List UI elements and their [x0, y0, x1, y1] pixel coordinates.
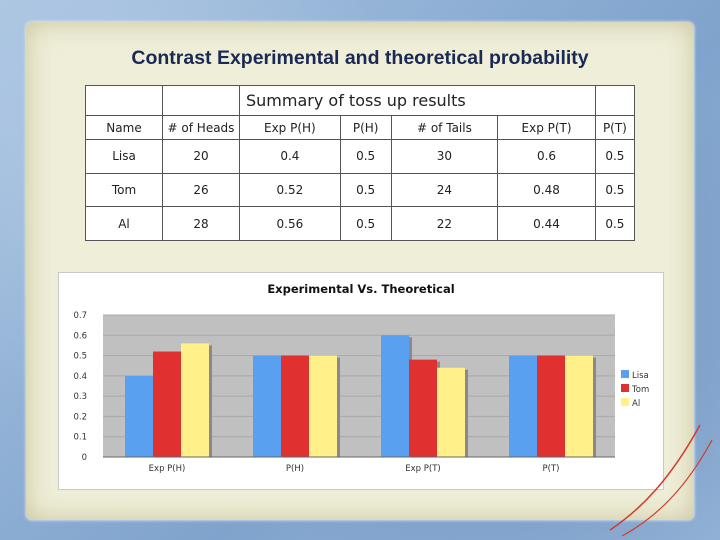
cell-name: Tom — [85, 172, 163, 208]
table-blank-cell — [594, 85, 636, 116]
cell-exp-pt: 0.6 — [497, 139, 596, 174]
header-tails: # of Tails — [390, 115, 499, 140]
x-tick-label: Exp P(T) — [405, 464, 440, 474]
cell-pt: 0.5 — [594, 139, 636, 174]
bar-chart: Experimental Vs. Theoretical 0 0.1 0.2 0.3 0.… — [58, 272, 664, 490]
cell-exp-pt: 0.44 — [497, 206, 596, 241]
slide-title: Contrast Experimental and theoretical pr… — [131, 47, 589, 69]
bar — [181, 343, 209, 457]
bar — [281, 355, 309, 457]
cell-name: Al — [85, 206, 163, 241]
y-tick-label: 0.1 — [73, 433, 87, 443]
bar — [509, 355, 537, 457]
y-tick-label: 0.3 — [73, 392, 87, 402]
x-tick-label: P(H) — [286, 464, 304, 474]
header-exp-ph: Exp P(H) — [239, 115, 341, 140]
legend-swatch — [621, 370, 629, 378]
bar — [381, 335, 409, 457]
bar — [253, 355, 281, 457]
cell-tails: 30 — [390, 139, 499, 174]
header-name: Name — [85, 115, 163, 140]
table-header-row: Name # of Heads Exp P(H) P(H) # of Tails… — [85, 115, 636, 140]
bar — [309, 355, 337, 457]
table-row: Al 28 0.56 0.5 22 0.44 0.5 — [85, 206, 636, 241]
cell-heads: 20 — [162, 139, 240, 174]
cell-pt: 0.5 — [594, 172, 636, 208]
y-tick-label: 0.2 — [73, 412, 87, 422]
legend-label: Lisa — [632, 371, 649, 381]
cell-heads: 26 — [162, 172, 240, 208]
cell-exp-pt: 0.48 — [497, 172, 596, 208]
cell-exp-ph: 0.56 — [239, 206, 341, 241]
cell-ph: 0.5 — [339, 206, 392, 241]
legend-label: Tom — [631, 385, 649, 395]
bar — [409, 359, 437, 457]
y-tick-label: 0.6 — [73, 331, 87, 341]
bar — [437, 367, 465, 457]
table-caption: Summary of toss up results — [239, 85, 596, 116]
header-pt: P(T) — [594, 115, 636, 140]
bar — [153, 351, 181, 457]
header-ph: P(H) — [339, 115, 392, 140]
bar — [125, 375, 153, 457]
x-tick-label: P(T) — [543, 464, 560, 474]
cell-exp-ph: 0.4 — [239, 139, 341, 174]
x-tick-label: Exp P(H) — [149, 464, 186, 474]
legend-label: Al — [632, 399, 640, 409]
table-caption-row: Summary of toss up results — [85, 85, 636, 116]
table-corner-cell — [85, 85, 163, 116]
y-tick-label: 0.7 — [73, 311, 87, 321]
cell-heads: 28 — [162, 206, 240, 241]
legend-swatch — [621, 384, 629, 392]
cell-tails: 24 — [390, 172, 499, 208]
cell-exp-ph: 0.52 — [239, 172, 341, 208]
cell-pt: 0.5 — [594, 206, 636, 241]
chart-title: Experimental Vs. Theoretical — [267, 282, 454, 296]
header-heads: # of Heads — [162, 115, 240, 140]
cell-name: Lisa — [85, 139, 163, 174]
cell-ph: 0.5 — [339, 139, 392, 174]
legend-swatch — [621, 398, 629, 406]
y-tick-label: 0.5 — [73, 352, 87, 362]
summary-table: Summary of toss up results Name # of Hea… — [85, 85, 636, 241]
cell-tails: 22 — [390, 206, 499, 241]
decorative-swirl — [609, 424, 713, 537]
header-exp-pt: Exp P(T) — [497, 115, 596, 140]
chart-svg: Experimental Vs. Theoretical 0 0.1 0.2 0.3 0.… — [73, 282, 649, 474]
table-row: Tom 26 0.52 0.5 24 0.48 0.5 — [85, 172, 636, 208]
y-tick-label: 0 — [82, 453, 87, 463]
table-row: Lisa 20 0.4 0.5 30 0.6 0.5 — [85, 139, 636, 174]
table-blank-cell — [162, 85, 240, 116]
bar — [565, 355, 593, 457]
bar — [537, 355, 565, 457]
cell-ph: 0.5 — [339, 172, 392, 208]
y-tick-label: 0.4 — [73, 372, 87, 382]
